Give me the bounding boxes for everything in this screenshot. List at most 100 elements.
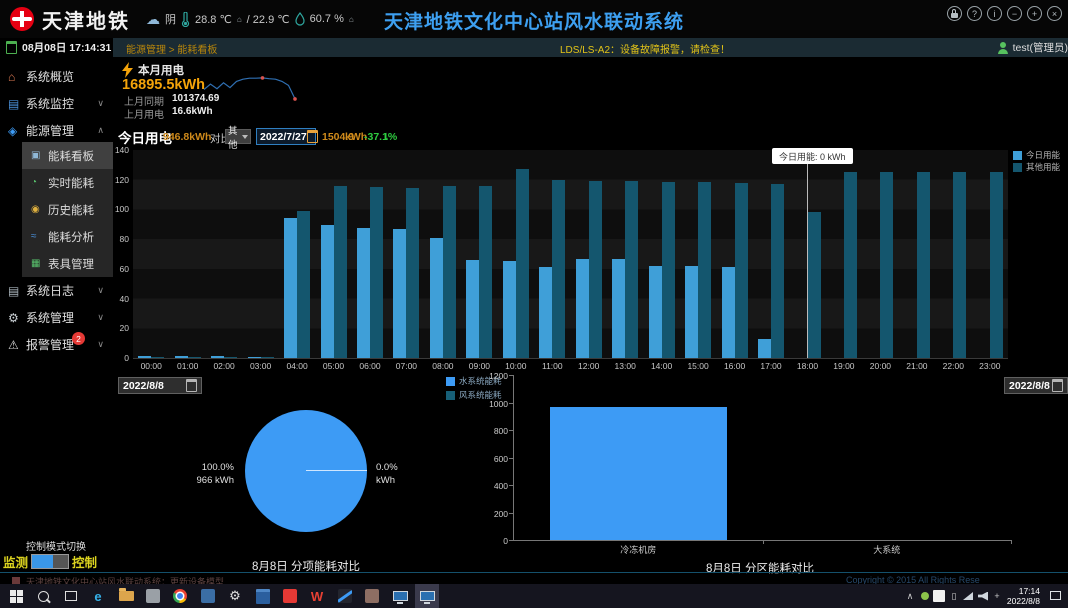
taskbar-date: 2022/8/8 (1006, 596, 1040, 606)
menu-system-mgmt[interactable]: ⚙ 系统管理 ∨ (0, 304, 113, 331)
x-tick-label: 07:00 (395, 361, 418, 371)
submenu-energy-dashboard[interactable]: ▣ 能耗看板 (22, 142, 113, 169)
zone-date-input[interactable]: 2022/8/8 (1004, 377, 1068, 394)
ie-icon[interactable]: e (86, 586, 110, 606)
app-icon-3[interactable] (251, 586, 275, 606)
submenu-realtime-energy[interactable]: ◔ 实时能耗 (22, 169, 113, 196)
tray-volume-icon[interactable] (976, 589, 990, 603)
y-tick-label: 0 (124, 353, 129, 363)
menu-system-monitor[interactable]: ▤ 系统监控 ∨ (0, 90, 113, 117)
chrome-icon[interactable] (168, 586, 192, 606)
hourly-bar-today-15 (685, 265, 699, 358)
ie-icon-glyph: e (94, 588, 102, 604)
app-icon-4[interactable] (278, 586, 302, 606)
pie-date-input[interactable]: 2022/8/8 (118, 377, 202, 394)
hourly-bar-today-7 (393, 228, 407, 358)
temp-indoor: / 22.9 ℃ (246, 13, 290, 26)
network-icon (963, 592, 973, 600)
hourly-bar-other-1 (187, 356, 201, 358)
tray-ime-icon[interactable] (932, 589, 946, 603)
humidity-value: 60.7 % (309, 13, 344, 25)
notifications-icon[interactable] (1050, 591, 1061, 600)
legend-item[interactable]: 水系统能耗 (446, 375, 502, 387)
submenu-energy-analysis[interactable]: ≈ 能耗分析 (22, 223, 113, 250)
app-icon-2[interactable] (196, 586, 220, 606)
y-tick-mark (509, 485, 513, 486)
pie-label-pct: 0.0% (376, 462, 398, 473)
legend-swatch (446, 376, 455, 386)
legend-swatch (1013, 162, 1022, 172)
tray-clipboard-icon[interactable]: ▯ (947, 589, 961, 603)
tray-network-icon[interactable] (961, 589, 975, 603)
compare-date-input[interactable]: 2022/7/27 (256, 128, 318, 145)
taskbar-clock[interactable]: 17:14 2022/8/8 (996, 586, 1040, 606)
pie-slice-divider (306, 470, 367, 471)
x-tick-label: 12:00 (578, 361, 600, 371)
chevron-down-icon: ∨ (97, 312, 104, 322)
app-icon-6[interactable] (360, 586, 384, 606)
tray-expand-icon[interactable]: ∧ (903, 589, 917, 603)
active-app[interactable] (415, 584, 439, 608)
app-icon-1[interactable] (141, 586, 165, 606)
close-icon[interactable]: × (1047, 6, 1062, 21)
maximize-icon[interactable]: + (1027, 6, 1042, 21)
month-usage-header: 本月用电 (122, 62, 184, 78)
pie-label-val: 966 kWh (196, 475, 235, 486)
task-view-button[interactable] (59, 586, 83, 606)
pie-label-water: 100.0% 966 kWh (168, 461, 235, 487)
hourly-bar-other-13 (625, 181, 639, 358)
help-icon[interactable]: ? (967, 6, 982, 21)
tray-move-icon[interactable]: + (990, 589, 1004, 603)
search-button[interactable] (31, 586, 55, 606)
hourly-bar-other-4 (297, 210, 311, 358)
legend-item[interactable]: 风系统能耗 (446, 389, 502, 401)
control-mode-label: 控制模式切换 (26, 542, 86, 553)
alarm-message[interactable]: LDS/LS-A2：设备故障报警，请检查！ (560, 45, 731, 56)
control-mode-label2: 控制 (72, 556, 98, 570)
compare-select-value: 其他 (228, 125, 238, 151)
info-icon[interactable]: i (987, 6, 1002, 21)
hourly-bar-other-15 (698, 181, 712, 358)
wps-icon[interactable]: W (305, 586, 329, 606)
month-usage-value: 16895.5kWh (122, 77, 206, 93)
legend-item[interactable]: 今日用能 (1013, 149, 1060, 161)
user-account[interactable]: test(管理员) (997, 40, 1068, 55)
hourly-bar-other-22 (953, 172, 967, 358)
sidebar: ⌂ 系统概览 ▤ 系统监控 ∨ ◈ 能源管理 ∧ ▣ 能耗看板 ◔ 实时能耗 ◉ 历史能耗 ≈ 能耗分析 ▦ 表具… (0, 57, 113, 580)
app-icon-5[interactable] (333, 586, 357, 606)
menu-energy-mgmt[interactable]: ◈ 能源管理 ∧ (0, 117, 113, 144)
settings-icon[interactable]: ⚙ (223, 586, 247, 606)
x-tick-mark (1011, 540, 1012, 544)
hourly-bar-other-5 (333, 185, 347, 358)
y-tick-label: 80 (119, 234, 129, 245)
legend-label: 今日用能 (1026, 150, 1061, 160)
zone-date-value: 2022/8/8 (1009, 379, 1050, 392)
legend-item[interactable]: 其他用能 (1013, 161, 1060, 173)
menu-alarm-mgmt[interactable]: ⚠ 报警管理 2 ∨ (0, 331, 113, 358)
y-tick-label: 100 (114, 204, 129, 215)
app-icon-5-shape (338, 589, 352, 603)
tray-green-icon-shape (921, 592, 929, 600)
warning-dot (963, 592, 965, 595)
x-tick-label: 21:00 (906, 361, 928, 371)
file-explorer-icon[interactable] (114, 586, 138, 606)
x-tick-label: 11:00 (541, 361, 563, 371)
submenu-history-energy[interactable]: ◉ 历史能耗 (22, 196, 113, 223)
submenu-item-label: 实时能耗 (48, 177, 94, 190)
minimize-icon[interactable]: − (1007, 6, 1022, 21)
x-tick-label: 05:00 (322, 361, 345, 371)
menu-system-overview[interactable]: ⌂ 系统概览 (0, 63, 113, 90)
compare-select[interactable]: 其他 (225, 126, 251, 151)
lock-icon[interactable] (947, 6, 962, 21)
start-button[interactable] (4, 586, 28, 606)
hourly-bar-other-17 (771, 184, 784, 358)
mode-toggle[interactable] (31, 554, 70, 569)
app-icon-7[interactable] (388, 586, 412, 606)
menu-system-log[interactable]: ▤ 系统日志 ∨ (0, 277, 113, 304)
chevron-down-icon: ∨ (97, 98, 104, 108)
submenu-meter-mgmt[interactable]: ▦ 表具管理 (22, 250, 113, 277)
x-tick-label: 02:00 (213, 361, 235, 371)
chart-tooltip: 今日用能: 0 kWh (772, 148, 853, 164)
last-month-same-period: 上月同期 101374.69 (124, 93, 219, 108)
tray-green-icon[interactable] (918, 589, 932, 603)
